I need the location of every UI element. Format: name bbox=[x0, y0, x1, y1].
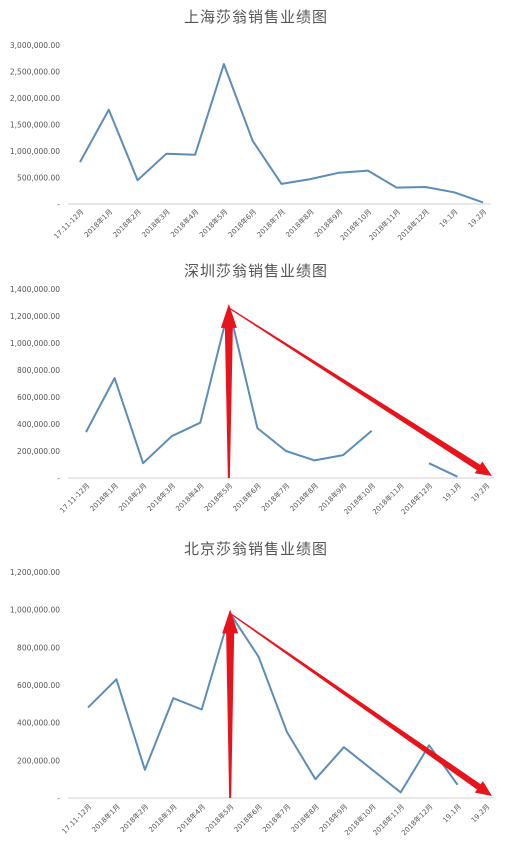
series-line bbox=[87, 612, 459, 794]
x-tick-label: 2018年5月 bbox=[197, 207, 229, 239]
x-tick-label: 2018年2月 bbox=[118, 802, 150, 834]
chart-title: 上海莎翁销售业绩图 bbox=[183, 8, 328, 26]
chart-svg: - 200,000.00 400,000.00 600,000.00 800,000.0… bbox=[10, 568, 494, 837]
chart-svg: - 500,000.00 1,000,000.00 1,500,000.00 2,000… bbox=[10, 41, 491, 242]
x-tick-label: 2018年5月 bbox=[204, 802, 236, 834]
x-tick-label: 2018年3月 bbox=[145, 481, 177, 513]
x-tick-label: 19.2月 bbox=[470, 482, 492, 504]
x-tick-label: 19.1月 bbox=[441, 803, 463, 825]
x-tick-label: 19.1月 bbox=[441, 482, 463, 504]
x-tick-label: 2018年6月 bbox=[226, 207, 258, 239]
x-tick-label: 19.2月 bbox=[467, 208, 489, 230]
y-tick-label: 1,200,000.00 bbox=[10, 568, 60, 577]
x-tick-label: 2018年4月 bbox=[169, 207, 201, 239]
x-tick-label: 2018年9月 bbox=[312, 207, 344, 239]
x-tick-label: 2018年8月 bbox=[284, 207, 316, 239]
x-tick-label: 2018年8月 bbox=[288, 481, 320, 513]
y-tick-label: 1,400,000.00 bbox=[10, 285, 60, 294]
y-tick-label: 1,000,000.00 bbox=[10, 606, 60, 615]
chart-beijing: 北京莎翁销售业绩图 - 200,000.00 400,000.00 600,000.0… bbox=[0, 532, 512, 856]
chart-title: 深圳莎翁销售业绩图 bbox=[183, 262, 328, 280]
down-trend-arrow-annotation bbox=[228, 307, 492, 476]
y-tick-label: - bbox=[57, 794, 60, 803]
x-tick-label: 2018年7月 bbox=[260, 802, 292, 834]
y-tick-label: 2,000,000.00 bbox=[10, 94, 60, 103]
chart-shenzhen: 深圳莎翁销售业绩图 - 200,000.00 400,000.00 600,000.0… bbox=[0, 256, 512, 532]
y-tick-label: 600,000.00 bbox=[17, 393, 60, 402]
x-tick-label: 2018年4月 bbox=[174, 481, 206, 513]
y-tick-label: 3,000,000.00 bbox=[10, 41, 60, 50]
y-tick-label: 400,000.00 bbox=[17, 420, 60, 429]
y-tick-label: 1,500,000.00 bbox=[10, 121, 60, 130]
x-tick-label: 2018年7月 bbox=[255, 207, 287, 239]
x-tick-label: 2018年5月 bbox=[202, 481, 234, 513]
y-tick-label: 500,000.00 bbox=[17, 174, 60, 183]
up-arrow-annotation bbox=[220, 303, 237, 478]
x-tick-label: 2018年7月 bbox=[259, 481, 291, 513]
x-tick-label: 17.11-12月 bbox=[61, 803, 94, 836]
x-tick-label: 2018年4月 bbox=[175, 802, 207, 834]
x-tick-label: 2018年1月 bbox=[82, 207, 114, 239]
y-tick-label: 400,000.00 bbox=[17, 719, 60, 728]
chart-title: 北京莎翁销售业绩图 bbox=[183, 540, 328, 558]
x-tick-label: 2018年2月 bbox=[111, 207, 143, 239]
y-tick-label: 2,500,000.00 bbox=[10, 68, 60, 77]
y-tick-label: 600,000.00 bbox=[17, 681, 60, 690]
y-tick-label: 800,000.00 bbox=[17, 366, 60, 375]
x-tick-label: 2018年1月 bbox=[90, 802, 122, 834]
y-tick-label: - bbox=[57, 474, 60, 483]
y-tick-label: 200,000.00 bbox=[17, 447, 60, 456]
x-tick-label: 2018年6月 bbox=[232, 802, 264, 834]
y-tick-label: 1,000,000.00 bbox=[10, 147, 60, 156]
y-tick-label: 200,000.00 bbox=[17, 756, 60, 765]
chart-svg: - 200,000.00 400,000.00 600,000.00 800,000.0… bbox=[10, 285, 494, 516]
down-trend-arrow-annotation bbox=[229, 612, 493, 796]
x-tick-label: 19.1月 bbox=[438, 208, 460, 230]
x-tick-label: 2018年2月 bbox=[117, 481, 149, 513]
series-line bbox=[79, 63, 484, 204]
x-tick-label: 2018年3月 bbox=[147, 802, 179, 834]
y-tick-label: 1,000,000.00 bbox=[10, 339, 60, 348]
x-tick-label: 2018年1月 bbox=[88, 481, 120, 513]
y-tick-label: 800,000.00 bbox=[17, 643, 60, 652]
x-tick-label: 19.2月 bbox=[470, 803, 492, 825]
x-tick-label: 2018年8月 bbox=[289, 802, 321, 834]
y-tick-label: 1,200,000.00 bbox=[10, 312, 60, 321]
x-tick-label: 17.11-12月 bbox=[59, 482, 92, 515]
x-tick-label: 2018年3月 bbox=[140, 207, 172, 239]
y-tick-label: - bbox=[57, 200, 60, 209]
x-tick-label: 2018年6月 bbox=[231, 481, 263, 513]
up-arrow-annotation bbox=[222, 609, 239, 798]
x-tick-label: 17.11-12月 bbox=[53, 208, 86, 241]
chart-shanghai: 上海莎翁销售业绩图 - 500,000.00 1,000,000.00 1,500,0… bbox=[0, 0, 512, 256]
series-line bbox=[428, 462, 458, 478]
